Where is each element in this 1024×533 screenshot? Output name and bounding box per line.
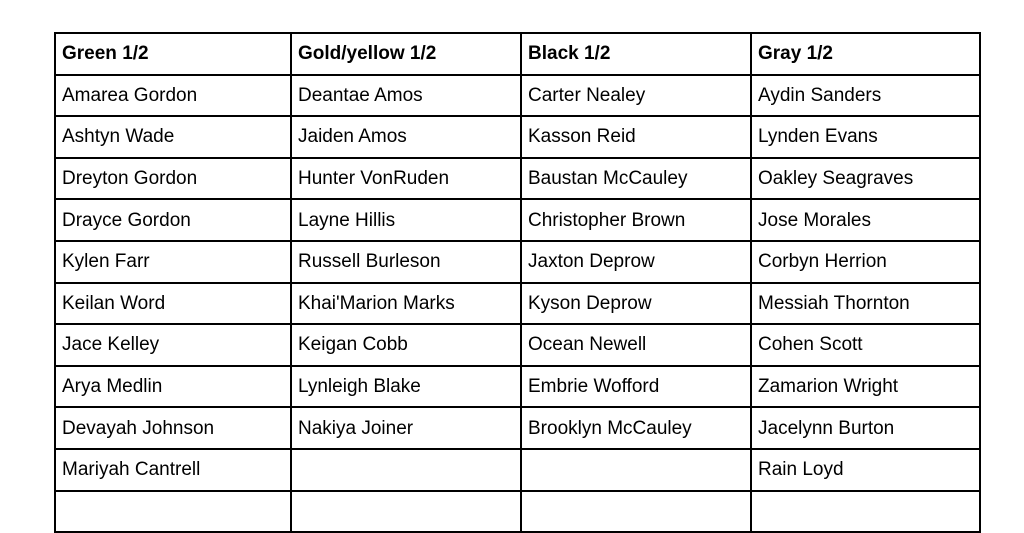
- table-cell: Keigan Cobb: [290, 323, 522, 367]
- table-row: Dreyton Gordon Hunter VonRuden Baustan M…: [54, 156, 981, 201]
- table-cell: Drayce Gordon: [54, 198, 292, 242]
- table-cell: Jaxton Deprow: [520, 239, 752, 284]
- table-cell: Oakley Seagraves: [750, 156, 981, 201]
- table-cell: Brooklyn McCauley: [520, 406, 752, 450]
- table-cell: Russell Burleson: [290, 239, 522, 284]
- table-cell: Jaiden Amos: [290, 115, 522, 159]
- header-row: Green 1/2 Gold/yellow 1/2 Black 1/2 Gray…: [54, 32, 981, 76]
- table-cell: Dreyton Gordon: [54, 156, 292, 201]
- table-cell: Messiah Thornton: [750, 281, 981, 326]
- table-cell: Deantae Amos: [290, 73, 522, 118]
- table-cell: Zamarion Wright: [750, 364, 981, 409]
- table-cell: Lynleigh Blake: [290, 364, 522, 409]
- table-row: [54, 489, 981, 533]
- table-cell: Layne Hillis: [290, 198, 522, 242]
- table-cell: Kyson Deprow: [520, 281, 752, 326]
- table-cell: Kylen Farr: [54, 239, 292, 284]
- table-cell: Christopher Brown: [520, 198, 752, 242]
- table-cell: [54, 489, 292, 533]
- column-header-gold-yellow: Gold/yellow 1/2: [290, 32, 522, 76]
- table-row: Devayah Johnson Nakiya Joiner Brooklyn M…: [54, 406, 981, 450]
- table-cell: Corbyn Herrion: [750, 239, 981, 284]
- table-cell: Mariyah Cantrell: [54, 447, 292, 492]
- column-header-gray: Gray 1/2: [750, 32, 981, 76]
- table-cell: Ashtyn Wade: [54, 115, 292, 159]
- column-header-green: Green 1/2: [54, 32, 292, 76]
- table-cell: Jacelynn Burton: [750, 406, 981, 450]
- table-row: Keilan Word Khai'Marion Marks Kyson Depr…: [54, 281, 981, 326]
- table-cell: [520, 447, 752, 492]
- table-cell: Baustan McCauley: [520, 156, 752, 201]
- table-cell: Ocean Newell: [520, 323, 752, 367]
- table-cell: Hunter VonRuden: [290, 156, 522, 201]
- table-row: Ashtyn Wade Jaiden Amos Kasson Reid Lynd…: [54, 115, 981, 159]
- table-cell: Jose Morales: [750, 198, 981, 242]
- table-cell: Aydin Sanders: [750, 73, 981, 118]
- table-cell: [290, 447, 522, 492]
- table-cell: Khai'Marion Marks: [290, 281, 522, 326]
- table-cell: Cohen Scott: [750, 323, 981, 367]
- table-cell: Devayah Johnson: [54, 406, 292, 450]
- table-cell: Carter Nealey: [520, 73, 752, 118]
- table-cell: Arya Medlin: [54, 364, 292, 409]
- table-cell: Jace Kelley: [54, 323, 292, 367]
- table-cell: [750, 489, 981, 533]
- table-row: Amarea Gordon Deantae Amos Carter Nealey…: [54, 73, 981, 118]
- column-header-black: Black 1/2: [520, 32, 752, 76]
- table-cell: [520, 489, 752, 533]
- table-row: Jace Kelley Keigan Cobb Ocean Newell Coh…: [54, 323, 981, 367]
- team-roster-table-container: Green 1/2 Gold/yellow 1/2 Black 1/2 Gray…: [54, 32, 981, 533]
- table-cell: Embrie Wofford: [520, 364, 752, 409]
- table-cell: Lynden Evans: [750, 115, 981, 159]
- table-cell: Keilan Word: [54, 281, 292, 326]
- table-cell: Amarea Gordon: [54, 73, 292, 118]
- table-cell: Nakiya Joiner: [290, 406, 522, 450]
- table-cell: [290, 489, 522, 533]
- table-row: Kylen Farr Russell Burleson Jaxton Depro…: [54, 239, 981, 284]
- table-cell: Kasson Reid: [520, 115, 752, 159]
- team-roster-table: Green 1/2 Gold/yellow 1/2 Black 1/2 Gray…: [54, 32, 981, 533]
- table-row: Mariyah Cantrell Rain Loyd: [54, 447, 981, 492]
- table-cell: Rain Loyd: [750, 447, 981, 492]
- table-row: Drayce Gordon Layne Hillis Christopher B…: [54, 198, 981, 242]
- table-row: Arya Medlin Lynleigh Blake Embrie Woffor…: [54, 364, 981, 409]
